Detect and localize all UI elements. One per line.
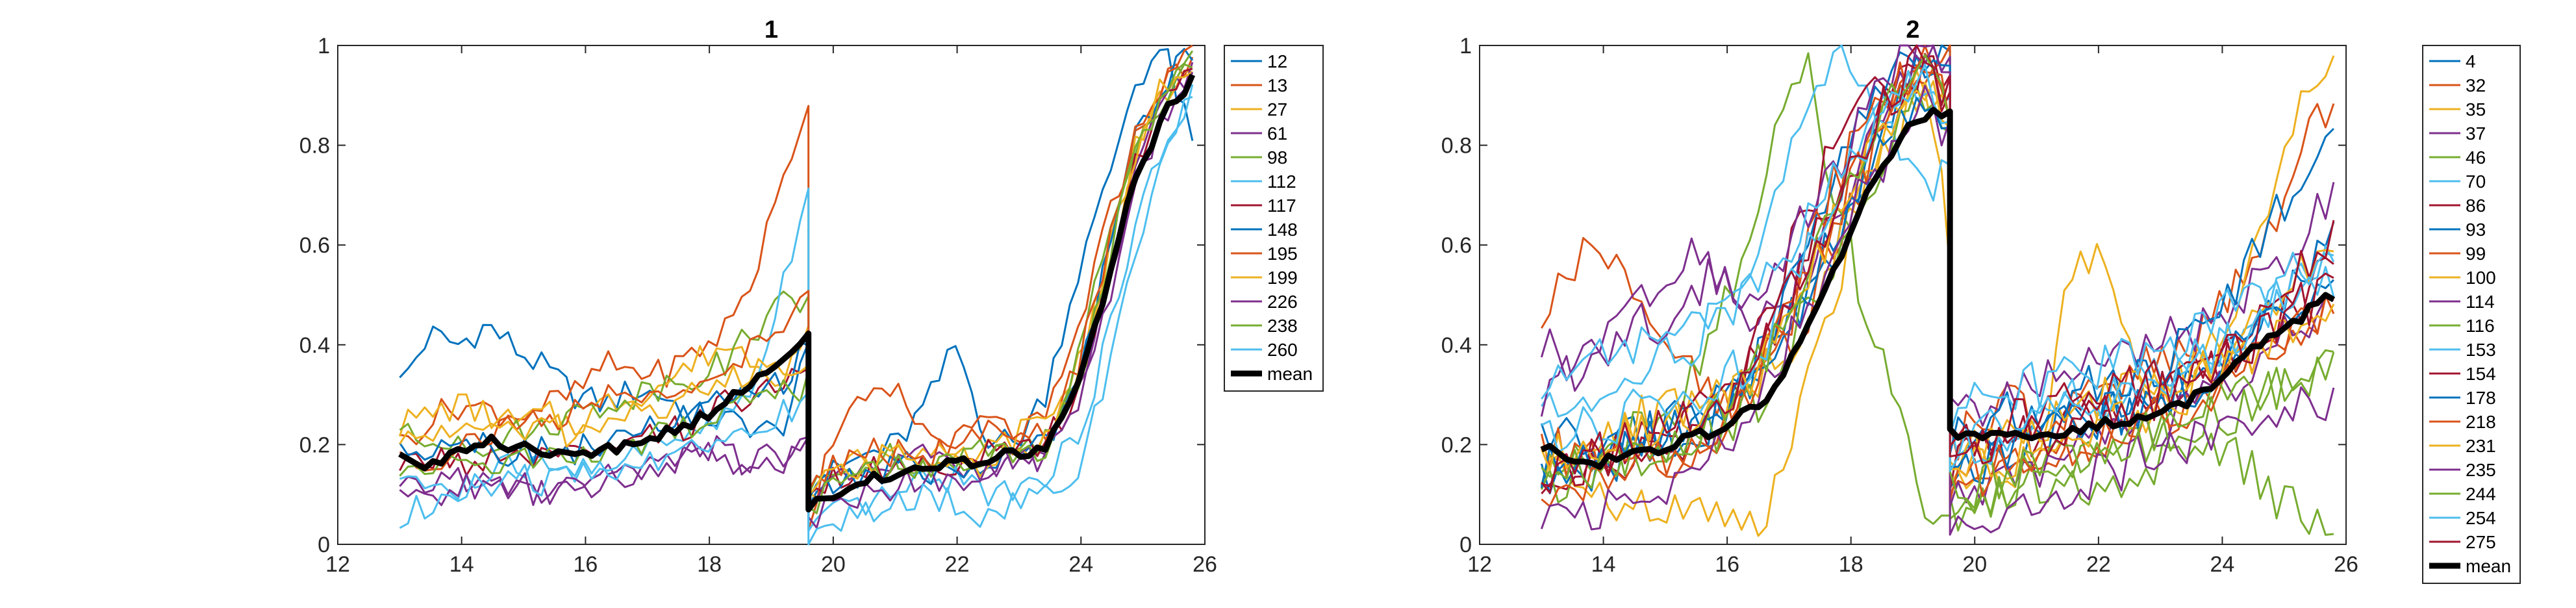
series-line-235 bbox=[1540, 84, 2335, 536]
series-line-199 bbox=[399, 70, 1193, 497]
y-tick-label: 0.8 bbox=[1441, 134, 1472, 158]
x-tick-label: 26 bbox=[1193, 552, 1217, 577]
y-tick-label: 0.6 bbox=[299, 233, 330, 258]
y-tick-label: 0.4 bbox=[1441, 333, 1472, 358]
x-tick-label: 18 bbox=[1839, 552, 1863, 577]
series-line-231 bbox=[1540, 80, 2335, 480]
y-tick-label: 0.2 bbox=[299, 433, 330, 457]
series-line-114 bbox=[1540, 44, 2334, 508]
legend-label-154: 154 bbox=[2466, 364, 2496, 384]
legend-label-93: 93 bbox=[2466, 220, 2486, 240]
legend-label-231: 231 bbox=[2466, 436, 2496, 456]
legend-label-98: 98 bbox=[1267, 147, 1287, 168]
series-line-117 bbox=[399, 68, 1193, 497]
legend-label-46: 46 bbox=[2466, 147, 2486, 168]
legend-label-275: 275 bbox=[2466, 532, 2496, 552]
legend-label-12: 12 bbox=[1267, 51, 1287, 71]
legend-label-13: 13 bbox=[1267, 75, 1287, 95]
y-tick-label: 1 bbox=[1459, 34, 1472, 58]
legend-label-153: 153 bbox=[2466, 340, 2496, 360]
legend-label-32: 32 bbox=[2466, 75, 2486, 95]
axes-box-1 bbox=[337, 45, 1206, 545]
legend-label-260: 260 bbox=[1267, 340, 1298, 360]
legend-label-244: 244 bbox=[2466, 484, 2496, 504]
x-tick-label: 12 bbox=[1467, 552, 1492, 577]
series-line-226 bbox=[399, 71, 1194, 529]
legend-label-238: 238 bbox=[1267, 316, 1298, 336]
x-tick-label: 16 bbox=[574, 552, 598, 577]
legend-label-218: 218 bbox=[2466, 412, 2496, 432]
legend-label-195: 195 bbox=[1267, 244, 1298, 264]
y-tick-label: 1 bbox=[318, 34, 330, 58]
legend-label-mean: mean bbox=[1267, 364, 1313, 384]
series-line-mean bbox=[398, 73, 1196, 513]
legend-label-114: 114 bbox=[2466, 292, 2495, 312]
legend-label-112: 112 bbox=[1267, 171, 1296, 192]
legend-label-117: 117 bbox=[1267, 196, 1296, 216]
y-tick-label: 0.8 bbox=[299, 134, 330, 158]
y-tick-label: 0.2 bbox=[1441, 433, 1472, 457]
x-tick-label: 24 bbox=[2210, 552, 2235, 577]
legend-label-37: 37 bbox=[2466, 123, 2486, 144]
legend-label-86: 86 bbox=[2466, 196, 2486, 216]
x-tick-label: 14 bbox=[1591, 552, 1616, 577]
legend-label-148: 148 bbox=[1267, 220, 1298, 240]
legend-label-116: 116 bbox=[2466, 316, 2495, 336]
legend-label-mean: mean bbox=[2466, 556, 2511, 576]
y-tick-label: 0.6 bbox=[1441, 233, 1472, 258]
x-tick-label: 24 bbox=[1068, 552, 1093, 577]
legend-label-226: 226 bbox=[1267, 292, 1298, 312]
legend-label-4: 4 bbox=[2466, 51, 2476, 71]
legend-label-27: 27 bbox=[1267, 99, 1287, 120]
legend-label-178: 178 bbox=[2466, 388, 2496, 408]
series-line-238 bbox=[399, 50, 1194, 514]
series-line-37 bbox=[1540, 44, 2335, 427]
legend-label-235: 235 bbox=[2466, 460, 2496, 480]
x-tick-label: 20 bbox=[1962, 552, 1987, 577]
x-tick-label: 26 bbox=[2334, 552, 2358, 577]
legend-label-254: 254 bbox=[2466, 508, 2496, 528]
series-line-12 bbox=[399, 48, 1194, 509]
chart-title-2: 2 bbox=[1906, 16, 1919, 44]
x-tick-label: 16 bbox=[1715, 552, 1739, 577]
series-line-260 bbox=[399, 95, 1193, 546]
chart-title-1: 1 bbox=[764, 16, 778, 44]
series-line-178 bbox=[1540, 97, 2334, 488]
x-tick-label: 12 bbox=[325, 552, 350, 577]
series-line-mean bbox=[1540, 107, 2336, 470]
x-tick-label: 22 bbox=[945, 552, 970, 577]
series-line-244 bbox=[1541, 54, 2334, 510]
x-tick-label: 14 bbox=[449, 552, 474, 577]
legend-label-99: 99 bbox=[2466, 244, 2486, 264]
x-tick-label: 22 bbox=[2086, 552, 2111, 577]
x-tick-label: 20 bbox=[821, 552, 846, 577]
legend-label-100: 100 bbox=[2466, 268, 2496, 288]
series-line-275 bbox=[1541, 44, 2334, 494]
series-line-254 bbox=[1541, 63, 2335, 472]
legend-label-35: 35 bbox=[2466, 99, 2486, 120]
legend-box-1 bbox=[1224, 45, 1324, 392]
y-tick-label: 0 bbox=[318, 533, 330, 557]
series-line-13 bbox=[399, 57, 1194, 531]
legend-label-61: 61 bbox=[1267, 123, 1287, 144]
series-line-32 bbox=[1541, 44, 2335, 461]
legend-label-199: 199 bbox=[1267, 268, 1298, 288]
y-tick-label: 0 bbox=[1459, 533, 1472, 557]
y-tick-label: 0.4 bbox=[299, 333, 330, 358]
x-tick-label: 18 bbox=[697, 552, 722, 577]
legend-label-70: 70 bbox=[2466, 171, 2486, 192]
